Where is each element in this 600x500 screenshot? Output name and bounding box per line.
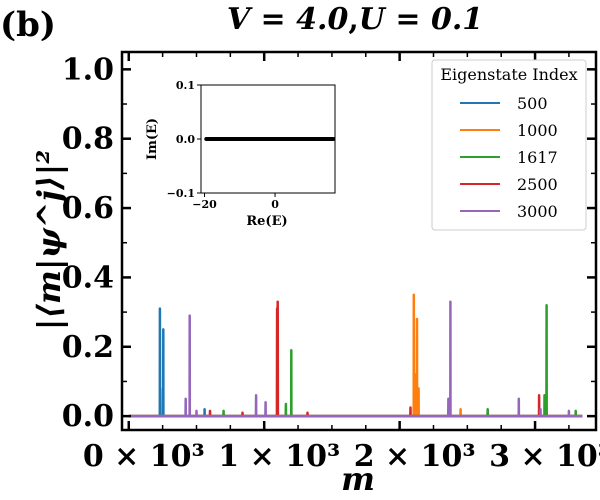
x-tick-label: 2 × 10³ <box>354 439 476 474</box>
plot-frame <box>120 50 598 432</box>
y-tick-label: 0.2 <box>62 330 114 365</box>
x-tick-label: 1 × 10³ <box>218 439 340 474</box>
y-axis-label: |⟨m|ψ^j⟩|² <box>30 150 68 331</box>
y-tick-label: 0.4 <box>62 260 114 295</box>
inset-chart: −20 0 0.1 0.0 −0.1 Re(E) Im(E) <box>145 79 336 229</box>
inset-x-label: Re(E) <box>246 214 287 229</box>
series-line-1617 <box>128 303 583 418</box>
title-sep: , <box>348 2 358 37</box>
inset-x-tick-label: 0 <box>271 198 279 211</box>
legend: Eigenstate Index 500 1000 1617 2500 3000 <box>431 59 587 231</box>
legend-label-1000: 1000 <box>517 121 558 140</box>
axis-layer: 0 × 10³ 1 × 10³ 2 × 10³ 3 × 10³ 0.0 0.2 0.4 0.6… <box>62 52 600 474</box>
x-tick-label: 0 × 10³ <box>83 439 205 474</box>
y-tick-label: 1.0 <box>62 52 114 87</box>
inset-y-tick-label: −0.1 <box>167 187 195 200</box>
legend-box <box>431 59 587 231</box>
legend-label-500: 500 <box>517 94 548 113</box>
series-line-500 <box>128 307 583 418</box>
series-line-3000 <box>128 300 583 418</box>
inset-y-label: Im(E) <box>145 118 160 160</box>
legend-entries: 500 1000 1617 2500 3000 <box>460 94 558 221</box>
legend-title: Eigenstate Index <box>440 65 577 84</box>
title-v: V = 4.0 <box>227 2 349 37</box>
inset-layer: −20 0 0.1 0.0 −0.1 <box>167 79 336 211</box>
panel-label: (b) <box>0 5 56 45</box>
y-tick-label: 0.0 <box>62 399 114 434</box>
x-tick-label: 3 × 10³ <box>489 439 600 474</box>
chart-title: V = 4.0,U = 0.1 <box>227 2 483 37</box>
legend-label-2500: 2500 <box>517 175 558 194</box>
legend-label-3000: 3000 <box>517 202 558 221</box>
series-layer <box>128 293 583 418</box>
y-tick-label: 0.8 <box>62 122 114 157</box>
inset-x-tick-label: −20 <box>192 198 217 211</box>
title-u: U = 0.1 <box>359 2 483 37</box>
series-line-1000 <box>128 293 583 418</box>
x-axis-label: m <box>341 460 375 498</box>
inset-y-tick-label: 0.0 <box>176 133 195 146</box>
legend-label-1617: 1617 <box>517 148 558 167</box>
series-line-2500 <box>128 300 583 418</box>
inset-y-tick-label: 0.1 <box>176 79 195 92</box>
y-tick-label: 0.6 <box>62 191 114 226</box>
inset-point <box>331 137 336 141</box>
